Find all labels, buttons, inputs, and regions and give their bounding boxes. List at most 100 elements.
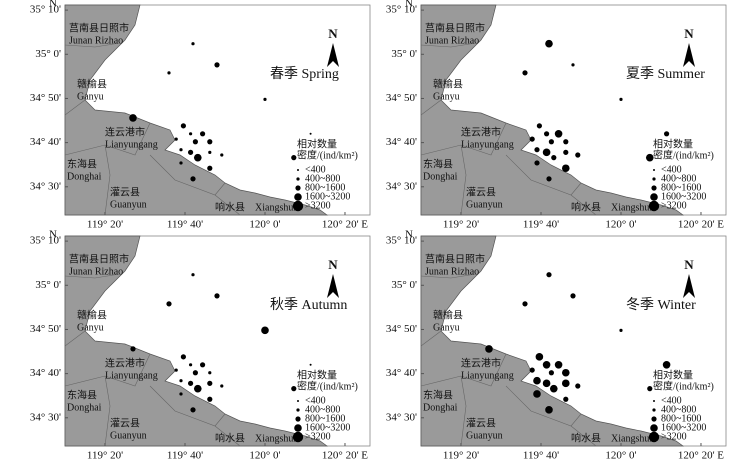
season-label: 夏季 Summer <box>626 66 705 82</box>
lat-tick-label: 34° 40' <box>30 136 61 148</box>
county-border <box>420 42 477 48</box>
station-marker <box>571 63 575 67</box>
county-border <box>64 353 151 387</box>
lat-tick-label: 35° 0' <box>35 48 61 60</box>
station-marker <box>533 376 541 385</box>
place-name-cn: 灌云县 <box>110 186 140 198</box>
legend-title: 密度/(ind/km²) <box>653 148 714 161</box>
place-name-cn: 莒南县日照市 <box>69 252 129 265</box>
lon-tick-label: 119° 20' <box>87 450 123 460</box>
place-name-cn: 东海县 <box>423 157 453 170</box>
legend-title: 密度/(ind/km²) <box>653 379 714 392</box>
station-marker <box>536 123 542 129</box>
station-marker <box>190 176 196 182</box>
place-name-en: Xiangshui <box>611 202 652 213</box>
place-name-cn: 连云港市 <box>105 356 145 369</box>
north-arrow-letter: N <box>328 257 338 272</box>
lon-tick-label: 119° 40' <box>523 450 559 460</box>
lon-tick-label: 119° 40' <box>167 450 203 460</box>
legend-swatch <box>294 193 302 201</box>
lon-tick-label: 120° 20' E <box>678 219 724 231</box>
legend-swatch <box>648 431 660 443</box>
station-marker <box>647 386 653 392</box>
legend-swatch <box>296 408 300 412</box>
legend-title: 相对数量 <box>653 137 693 150</box>
place-name-cn: 响水县 <box>571 431 601 444</box>
station-marker <box>543 131 550 137</box>
lat-tick-label: 34° 40' <box>386 367 417 379</box>
place-name-en: Ganyu <box>433 91 460 102</box>
place-name-en: Guanyun <box>466 430 503 441</box>
legend-swatch <box>292 431 304 443</box>
county-border <box>460 144 467 216</box>
station-marker <box>563 396 569 402</box>
legend-label: 1600~3200 <box>305 422 350 433</box>
lon-tick-label: 120° 20' E <box>322 219 368 231</box>
legend-label: 800~1600 <box>305 182 345 193</box>
season-label: 冬季 Winter <box>626 297 696 313</box>
place-name-cn: 莒南县日照市 <box>69 21 129 34</box>
legend-label: 800~1600 <box>305 413 345 424</box>
station-marker <box>180 123 186 129</box>
station-marker <box>542 360 551 369</box>
lat-tick-label: 35° 0' <box>391 48 417 60</box>
legend-swatch <box>653 400 655 402</box>
lon-tick-label: 120° 0' <box>605 219 636 231</box>
legend-label: <400 <box>305 395 326 406</box>
legend-swatch <box>652 177 656 181</box>
station-marker <box>208 371 212 375</box>
legend-title: 相对数量 <box>653 368 693 381</box>
county-border <box>104 375 111 447</box>
station-marker <box>191 42 195 46</box>
station-marker <box>561 379 570 388</box>
station-marker <box>542 148 551 157</box>
legend-swatch <box>651 416 657 422</box>
north-arrow-letter: N <box>684 26 694 41</box>
place-name-en: Guanyun <box>110 430 147 441</box>
county-border <box>64 42 121 48</box>
lat-axis-letter: N <box>49 229 57 241</box>
station-marker <box>551 155 557 161</box>
station-marker <box>179 148 183 152</box>
legend-label: 1600~3200 <box>305 191 350 202</box>
station-marker <box>192 370 198 376</box>
legend-label: >3200 <box>661 200 687 211</box>
place-name-cn: 连云港市 <box>105 125 145 138</box>
station-marker <box>207 380 213 386</box>
legend-label: 400~800 <box>661 173 696 184</box>
lat-tick-label: 34° 40' <box>30 367 61 379</box>
station-marker <box>645 153 654 162</box>
station-marker <box>522 301 528 307</box>
legend-label: >3200 <box>661 431 687 442</box>
place-name-cn: 赣榆县 <box>433 77 463 90</box>
station-marker <box>193 384 202 393</box>
station-marker <box>179 392 183 396</box>
station-marker <box>167 71 171 75</box>
station-marker <box>554 129 563 138</box>
legend-title: 相对数量 <box>297 368 337 381</box>
station-marker <box>187 380 194 386</box>
legend-label: >3200 <box>305 200 331 211</box>
station-marker <box>291 155 297 161</box>
station-marker <box>561 164 570 173</box>
station-marker <box>191 273 195 277</box>
station-marker <box>263 97 267 101</box>
legend-label: 1600~3200 <box>661 191 706 202</box>
station-marker <box>619 328 623 332</box>
legend-label: <400 <box>305 164 326 175</box>
county-border <box>64 330 86 347</box>
station-marker <box>545 406 553 414</box>
legend-label: <400 <box>661 164 682 175</box>
north-arrow <box>683 274 695 298</box>
legend-swatch <box>297 400 299 402</box>
place-name-en: Lianyungang <box>105 370 158 381</box>
county-border <box>505 154 582 196</box>
legend-swatch <box>297 169 299 171</box>
place-name-en: Junan Rizhao <box>425 35 479 46</box>
station-marker <box>534 147 540 153</box>
station-marker <box>563 139 569 145</box>
north-arrow-letter: N <box>328 26 338 41</box>
legend-swatch <box>648 200 660 212</box>
north-arrow <box>683 43 695 67</box>
legend-title: 密度/(ind/km²) <box>297 148 358 161</box>
